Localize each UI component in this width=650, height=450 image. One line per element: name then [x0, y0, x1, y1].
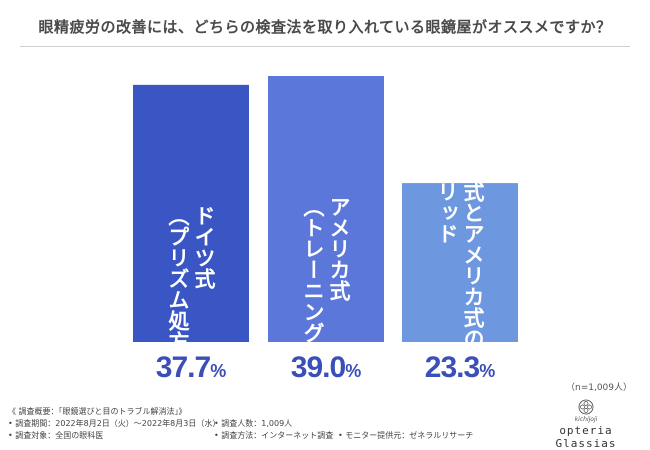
logo-name: opteria Glassias	[555, 424, 617, 450]
survey-row-2: • 調査対象：全国の眼科医 • 調査方法：インターネット調査 • モニター提供元…	[8, 430, 473, 442]
value-percent-2: %	[345, 361, 361, 380]
bar-3	[402, 183, 518, 342]
value-percent-3: %	[479, 361, 495, 380]
survey-method: • 調査方法：インターネット調査	[214, 431, 334, 440]
bar-1	[133, 84, 249, 342]
survey-overview: 《 調査概要：「眼鏡選びと目のトラブル解消法」》	[8, 407, 187, 416]
logo-subtext: kichijoji	[574, 416, 598, 423]
bar-1-label-col-1: ドイツ式	[192, 205, 216, 290]
bar-chart: ドイツ式（プリズム処方重視）37.7% アメリカ式（トレーニング重視）39.0% ド…	[133, 76, 518, 380]
survey-period: • 調査期間：2022年8月2日（火）～2022年8月3日（水）	[8, 419, 221, 428]
title-divider	[20, 46, 630, 47]
survey-provider: • モニター提供元：ゼネラルリサーチ	[338, 431, 474, 440]
bar-2-label-col-1: アメリカ式	[327, 196, 351, 302]
value-number-3: 23.3	[425, 351, 480, 380]
survey-target: • 調査対象：全国の眼科医	[8, 431, 104, 440]
bar-3-label-col-1: ドイツ式とアメリカ式の	[461, 118, 485, 349]
value-label-3: 23.3%	[425, 351, 495, 380]
value-label-2: 39.0%	[291, 351, 361, 380]
bar-1-label-col-2: （プリズム処方重視）	[166, 205, 191, 380]
bar-3-label-col-2: ハイブリッド	[435, 118, 459, 244]
bar-2	[268, 76, 384, 342]
value-percent-1: %	[210, 361, 226, 380]
value-number-1: 37.7	[156, 351, 211, 380]
value-label-1: 37.7%	[156, 351, 226, 380]
value-number-2: 39.0	[291, 351, 346, 380]
survey-row-1: • 調査期間：2022年8月2日（火）～2022年8月3日（水） • 調査人数：…	[8, 418, 292, 430]
survey-footer: 《 調査概要：「眼鏡選びと目のトラブル解消法」》 • 調査期間：2022年8月2…	[8, 406, 473, 442]
sample-size: （n=1,009人）	[565, 383, 632, 393]
survey-count: • 調査人数：1,009人	[214, 419, 293, 428]
chart-title: 眼精疲労の改善には、どちらの検査法を取り入れている眼鏡屋がオススメですか？	[38, 18, 612, 36]
brand-logo: kichijoji opteria Glassias	[538, 399, 634, 450]
bar-2-label-col-2: （トレーニング重視）	[301, 196, 326, 380]
logo-flower-icon	[578, 399, 594, 415]
